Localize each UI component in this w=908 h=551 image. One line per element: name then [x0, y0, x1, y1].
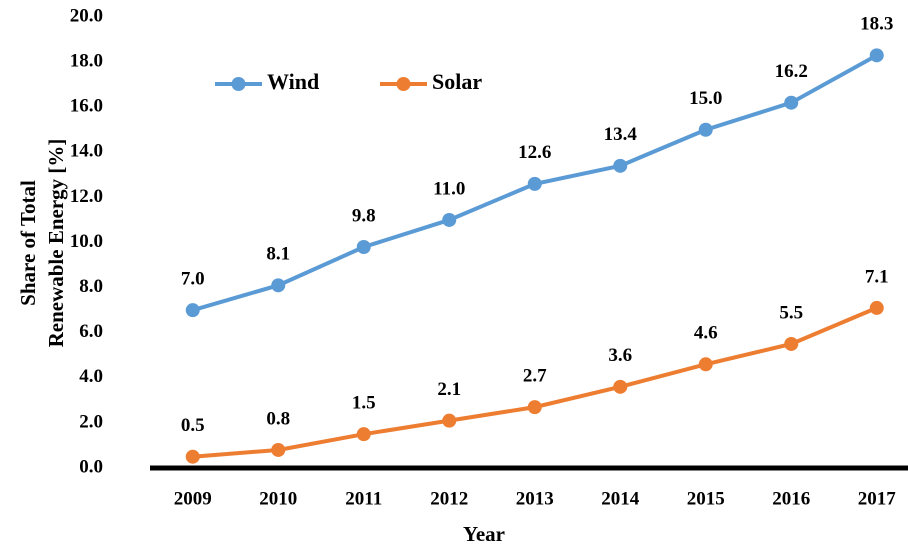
x-tick-label: 2014: [601, 488, 640, 509]
data-label: 7.0: [181, 269, 205, 290]
data-point: [356, 427, 371, 442]
data-point: [185, 303, 200, 318]
data-point: [869, 300, 884, 315]
data-point: [613, 158, 628, 173]
y-tick-label: 10.0: [70, 231, 103, 252]
legend-label: Wind: [267, 69, 319, 94]
data-label: 9.8: [352, 205, 376, 226]
data-label: 11.0: [433, 178, 465, 199]
data-point: [271, 278, 286, 293]
y-tick-label: 20.0: [70, 5, 103, 26]
data-point: [527, 400, 542, 415]
y-axis-title: Share of Total: [16, 180, 40, 306]
data-label: 5.5: [779, 302, 803, 323]
data-point: [527, 176, 542, 191]
data-label: 7.1: [865, 266, 889, 287]
data-point: [613, 379, 628, 394]
y-tick-label: 12.0: [70, 186, 103, 207]
data-label: 1.5: [352, 393, 376, 414]
x-tick-label: 2013: [516, 488, 554, 509]
y-tick-label: 14.0: [70, 141, 103, 162]
data-label: 2.1: [437, 379, 461, 400]
data-point: [869, 48, 884, 63]
x-tick-label: 2012: [430, 488, 468, 509]
data-point: [784, 336, 799, 351]
y-tick-label: 6.0: [79, 321, 103, 342]
x-tick-label: 2009: [174, 488, 212, 509]
data-point: [784, 95, 799, 110]
data-label: 0.5: [181, 415, 205, 436]
data-label: 16.2: [775, 61, 808, 82]
y-tick-label: 8.0: [79, 276, 103, 297]
data-label: 18.3: [860, 14, 893, 35]
y-tick-label: 4.0: [79, 366, 103, 387]
x-tick-label: 2011: [345, 488, 382, 509]
data-label: 12.6: [518, 142, 551, 163]
data-point: [698, 122, 713, 137]
y-axis-title: Renewable Energy [%]: [44, 139, 68, 348]
data-label: 3.6: [608, 345, 632, 366]
data-point: [185, 449, 200, 464]
x-tick-label: 2016: [772, 488, 810, 509]
y-tick-label: 0.0: [79, 456, 103, 477]
data-label: 2.7: [523, 365, 547, 386]
legend-marker: [396, 77, 411, 91]
y-tick-label: 2.0: [79, 411, 103, 432]
data-label: 8.1: [266, 244, 290, 265]
data-point: [442, 212, 457, 227]
legend-marker: [231, 77, 246, 91]
x-tick-label: 2015: [687, 488, 725, 509]
y-tick-label: 16.0: [70, 96, 103, 117]
x-axis-title: Year: [463, 522, 505, 546]
data-point: [271, 442, 286, 457]
legend-label: Solar: [432, 69, 482, 94]
y-tick-label: 18.0: [70, 50, 103, 71]
data-point: [442, 413, 457, 428]
data-label: 4.6: [694, 323, 718, 344]
x-tick-label: 2017: [858, 488, 897, 509]
x-tick-label: 2010: [259, 488, 297, 509]
data-point: [356, 240, 371, 255]
data-label: 0.8: [266, 408, 290, 429]
data-label: 15.0: [689, 88, 722, 109]
data-point: [698, 357, 713, 372]
data-label: 13.4: [604, 124, 638, 145]
